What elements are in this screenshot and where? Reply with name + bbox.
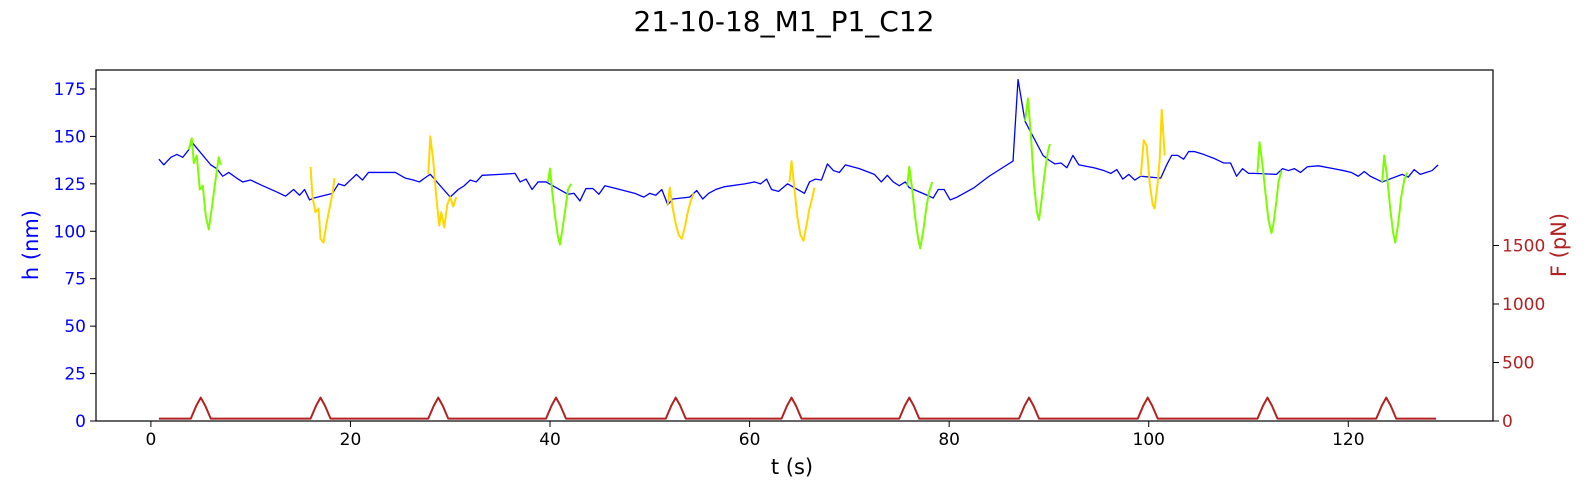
y-left-tick-label: 125 [54, 175, 86, 195]
compression-segment-6 [788, 160, 816, 242]
x-tick-label: 100 [1133, 430, 1165, 450]
y-left-tick-label: 100 [54, 222, 86, 242]
compression-segment-8 [1024, 97, 1051, 221]
y-left-tick-label: 50 [64, 317, 86, 337]
y-right-tick-label: 500 [1502, 354, 1534, 374]
height-series-line [158, 78, 1439, 206]
compression-segment-4 [547, 167, 572, 246]
y-left-tick-label: 25 [64, 365, 86, 385]
compression-segment-5 [666, 186, 695, 240]
y-left-tick-label: 150 [54, 127, 86, 147]
y-right-tick-label: 1500 [1502, 237, 1545, 257]
plot-area [158, 78, 1439, 420]
compression-segment-11 [1381, 154, 1409, 244]
y-left-tick-label: 75 [64, 270, 86, 290]
force-series-line [158, 396, 1437, 420]
x-tick-label: 60 [739, 430, 761, 450]
compression-segment-9 [1139, 108, 1166, 210]
chart-title: 21-10-18_M1_P1_C12 [634, 5, 935, 38]
compression-segment-2 [309, 166, 336, 244]
y-axis-right-label: F (pN) [1547, 213, 1571, 277]
x-tick-label: 20 [340, 430, 362, 450]
x-tick-label: 120 [1332, 430, 1364, 450]
y-axis-left-label: h (nm) [19, 210, 43, 280]
y-right-tick-label: 0 [1502, 412, 1513, 432]
compression-segment-3 [427, 135, 458, 229]
y-left-tick-label: 0 [75, 412, 86, 432]
x-tick-label: 80 [938, 430, 960, 450]
compression-segment-1 [187, 137, 222, 231]
axes: 0 20 40 60 80 100 120 0 25 50 75 100 125 150 175 0 500 10… [54, 80, 1546, 450]
x-axis-label: t (s) [771, 455, 813, 479]
x-tick-label: 0 [145, 430, 156, 450]
x-tick-label: 40 [539, 430, 561, 450]
y-left-tick-label: 175 [54, 80, 86, 100]
y-right-tick-label: 1000 [1502, 295, 1545, 315]
compression-segment-10 [1256, 141, 1283, 235]
compression-segment-7 [906, 165, 934, 250]
